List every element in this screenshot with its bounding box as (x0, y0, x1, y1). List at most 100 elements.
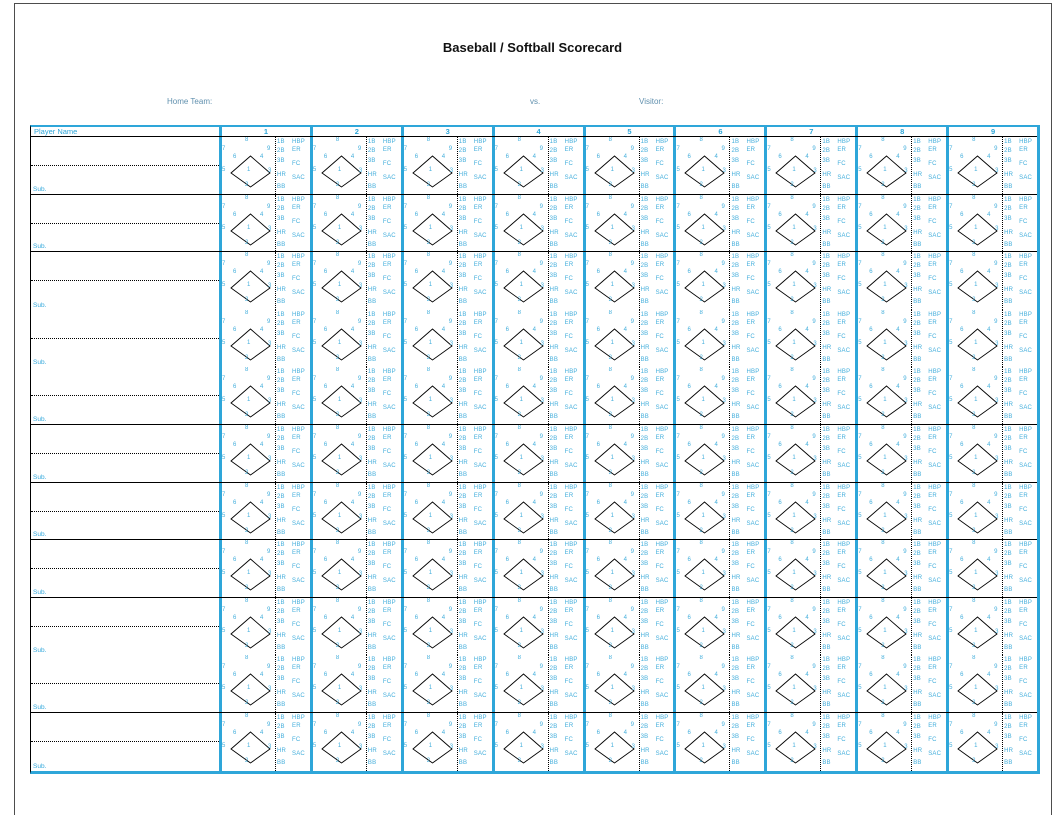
scoring-cell[interactable]: 8 7 9 6 4 5 1 3 2 1B 2B 3B HR BB HBP ER FC SAC (855, 424, 946, 482)
scoring-cell[interactable]: 8 7 9 6 4 5 1 3 2 1B 2B 3B HR BB HBP ER FC SAC (855, 252, 946, 310)
scoring-cell[interactable]: 8 7 9 6 4 5 1 3 2 1B 2B 3B HR BB HBP ER FC SAC (764, 482, 855, 540)
scoring-cell[interactable]: 8 7 9 6 4 5 1 3 2 1B 2B 3B HR BB HBP ER FC SAC (491, 194, 583, 252)
scoring-cell[interactable]: 8 7 9 6 4 5 1 3 2 1B 2B 3B HR BB HBP ER FC SAC (946, 252, 1037, 310)
scoring-cell[interactable]: 8 7 9 6 4 5 1 3 2 1B 2B 3B HR BB HBP ER FC SAC (855, 194, 946, 252)
scoring-cell[interactable]: 8 7 9 6 4 5 1 3 2 1B 2B 3B HR BB HBP ER FC SAC (309, 309, 401, 368)
scoring-cell[interactable]: 8 7 9 6 4 5 1 3 2 1B 2B 3B HR BB HBP ER FC SAC (400, 367, 492, 424)
scoring-cell[interactable]: 8 7 9 6 4 5 1 3 2 1B 2B 3B HR BB HBP ER FC SAC (491, 655, 583, 712)
scoring-cell[interactable]: 8 7 9 6 4 5 1 3 2 1B 2B 3B HR BB HBP ER FC SAC (764, 655, 855, 712)
scoring-cell[interactable]: 8 7 9 6 4 5 1 3 2 1B 2B 3B HR BB HBP ER FC SAC (946, 655, 1037, 712)
scoring-cell[interactable]: 8 7 9 6 4 5 1 3 2 1B 2B 3B HR BB HBP ER FC SAC (400, 655, 492, 712)
scoring-cell[interactable]: 8 7 9 6 4 5 1 3 2 1B 2B 3B HR BB HBP ER FC SAC (673, 655, 764, 712)
player-name-cell[interactable]: Sub. (31, 137, 219, 194)
scoring-cell[interactable]: 8 7 9 6 4 5 1 3 2 1B 2B 3B HR BB HBP ER FC SAC (946, 540, 1037, 597)
scoring-cell[interactable]: 8 7 9 6 4 5 1 3 2 1B 2B 3B HR BB HBP ER FC SAC (582, 482, 674, 540)
scoring-cell[interactable]: 8 7 9 6 4 5 1 3 2 1B 2B 3B HR BB HBP ER FC SAC (491, 252, 583, 310)
scoring-cell[interactable]: 8 7 9 6 4 5 1 3 2 1B 2B 3B HR BB HBP ER FC SAC (855, 712, 946, 771)
scoring-cell[interactable]: 8 7 9 6 4 5 1 3 2 1B 2B 3B HR BB HBP ER FC SAC (764, 712, 855, 771)
scoring-cell[interactable]: 8 7 9 6 4 5 1 3 2 1B 2B 3B HR BB HBP ER FC SAC (309, 482, 401, 540)
scoring-cell[interactable]: 8 7 9 6 4 5 1 3 2 1B 2B 3B HR BB HBP ER FC SAC (219, 597, 310, 656)
scoring-cell[interactable]: 8 7 9 6 4 5 1 3 2 1B 2B 3B HR BB HBP ER FC SAC (491, 712, 583, 771)
scoring-cell[interactable]: 8 7 9 6 4 5 1 3 2 1B 2B 3B HR BB HBP ER FC SAC (219, 309, 310, 368)
scoring-cell[interactable]: 8 7 9 6 4 5 1 3 2 1B 2B 3B HR BB HBP ER FC SAC (491, 137, 583, 194)
scoring-cell[interactable]: 8 7 9 6 4 5 1 3 2 1B 2B 3B HR BB HBP ER FC SAC (219, 367, 310, 424)
scoring-cell[interactable]: 8 7 9 6 4 5 1 3 2 1B 2B 3B HR BB HBP ER FC SAC (219, 655, 310, 712)
scoring-cell[interactable]: 8 7 9 6 4 5 1 3 2 1B 2B 3B HR BB HBP ER FC SAC (309, 194, 401, 252)
scoring-cell[interactable]: 8 7 9 6 4 5 1 3 2 1B 2B 3B HR BB HBP ER FC SAC (582, 367, 674, 424)
scoring-cell[interactable]: 8 7 9 6 4 5 1 3 2 1B 2B 3B HR BB HBP ER FC SAC (946, 424, 1037, 482)
scoring-cell[interactable]: 8 7 9 6 4 5 1 3 2 1B 2B 3B HR BB HBP ER FC SAC (309, 655, 401, 712)
scoring-cell[interactable]: 8 7 9 6 4 5 1 3 2 1B 2B 3B HR BB HBP ER FC SAC (400, 137, 492, 194)
scoring-cell[interactable]: 8 7 9 6 4 5 1 3 2 1B 2B 3B HR BB HBP ER FC SAC (764, 367, 855, 424)
scoring-cell[interactable]: 8 7 9 6 4 5 1 3 2 1B 2B 3B HR BB HBP ER FC SAC (673, 367, 764, 424)
scoring-cell[interactable]: 8 7 9 6 4 5 1 3 2 1B 2B 3B HR BB HBP ER FC SAC (855, 655, 946, 712)
scoring-cell[interactable]: 8 7 9 6 4 5 1 3 2 1B 2B 3B HR BB HBP ER FC SAC (400, 194, 492, 252)
scoring-cell[interactable]: 8 7 9 6 4 5 1 3 2 1B 2B 3B HR BB HBP ER FC SAC (764, 137, 855, 194)
player-name-cell[interactable]: Sub. (31, 598, 219, 656)
scoring-cell[interactable]: 8 7 9 6 4 5 1 3 2 1B 2B 3B HR BB HBP ER FC SAC (491, 367, 583, 424)
scoring-cell[interactable]: 8 7 9 6 4 5 1 3 2 1B 2B 3B HR BB HBP ER FC SAC (673, 597, 764, 656)
scoring-cell[interactable]: 8 7 9 6 4 5 1 3 2 1B 2B 3B HR BB HBP ER FC SAC (673, 309, 764, 368)
scoring-cell[interactable]: 8 7 9 6 4 5 1 3 2 1B 2B 3B HR BB HBP ER FC SAC (309, 137, 401, 194)
scoring-cell[interactable]: 8 7 9 6 4 5 1 3 2 1B 2B 3B HR BB HBP ER FC SAC (764, 194, 855, 252)
scoring-cell[interactable]: 8 7 9 6 4 5 1 3 2 1B 2B 3B HR BB HBP ER FC SAC (219, 137, 310, 194)
scoring-cell[interactable]: 8 7 9 6 4 5 1 3 2 1B 2B 3B HR BB HBP ER FC SAC (582, 194, 674, 252)
scoring-cell[interactable]: 8 7 9 6 4 5 1 3 2 1B 2B 3B HR BB HBP ER FC SAC (855, 309, 946, 368)
player-name-cell[interactable]: Sub. (31, 367, 219, 424)
scoring-cell[interactable]: 8 7 9 6 4 5 1 3 2 1B 2B 3B HR BB HBP ER FC SAC (946, 194, 1037, 252)
scoring-cell[interactable]: 8 7 9 6 4 5 1 3 2 1B 2B 3B HR BB HBP ER FC SAC (673, 712, 764, 771)
scoring-cell[interactable]: 8 7 9 6 4 5 1 3 2 1B 2B 3B HR BB HBP ER FC SAC (582, 540, 674, 597)
scoring-cell[interactable]: 8 7 9 6 4 5 1 3 2 1B 2B 3B HR BB HBP ER FC SAC (219, 252, 310, 310)
scoring-cell[interactable]: 8 7 9 6 4 5 1 3 2 1B 2B 3B HR BB HBP ER FC SAC (219, 424, 310, 482)
scoring-cell[interactable]: 8 7 9 6 4 5 1 3 2 1B 2B 3B HR BB HBP ER FC SAC (946, 137, 1037, 194)
scoring-cell[interactable]: 8 7 9 6 4 5 1 3 2 1B 2B 3B HR BB HBP ER FC SAC (491, 597, 583, 656)
scoring-cell[interactable]: 8 7 9 6 4 5 1 3 2 1B 2B 3B HR BB HBP ER FC SAC (673, 482, 764, 540)
scoring-cell[interactable]: 8 7 9 6 4 5 1 3 2 1B 2B 3B HR BB HBP ER FC SAC (309, 367, 401, 424)
scoring-cell[interactable]: 8 7 9 6 4 5 1 3 2 1B 2B 3B HR BB HBP ER FC SAC (400, 309, 492, 368)
scoring-cell[interactable]: 8 7 9 6 4 5 1 3 2 1B 2B 3B HR BB HBP ER FC SAC (219, 712, 310, 771)
player-name-cell[interactable]: Sub. (31, 425, 219, 482)
scoring-cell[interactable]: 8 7 9 6 4 5 1 3 2 1B 2B 3B HR BB HBP ER FC SAC (855, 367, 946, 424)
scoring-cell[interactable]: 8 7 9 6 4 5 1 3 2 1B 2B 3B HR BB HBP ER FC SAC (491, 424, 583, 482)
scoring-cell[interactable]: 8 7 9 6 4 5 1 3 2 1B 2B 3B HR BB HBP ER FC SAC (582, 137, 674, 194)
player-name-cell[interactable]: Sub. (31, 252, 219, 310)
player-name-cell[interactable]: Sub. (31, 713, 219, 771)
scoring-cell[interactable]: 8 7 9 6 4 5 1 3 2 1B 2B 3B HR BB HBP ER FC SAC (855, 137, 946, 194)
scoring-cell[interactable]: 8 7 9 6 4 5 1 3 2 1B 2B 3B HR BB HBP ER FC SAC (855, 482, 946, 540)
scoring-cell[interactable]: 8 7 9 6 4 5 1 3 2 1B 2B 3B HR BB HBP ER FC SAC (582, 712, 674, 771)
scoring-cell[interactable]: 8 7 9 6 4 5 1 3 2 1B 2B 3B HR BB HBP ER FC SAC (582, 655, 674, 712)
scoring-cell[interactable]: 8 7 9 6 4 5 1 3 2 1B 2B 3B HR BB HBP ER FC SAC (491, 309, 583, 368)
scoring-cell[interactable]: 8 7 9 6 4 5 1 3 2 1B 2B 3B HR BB HBP ER FC SAC (309, 252, 401, 310)
scoring-cell[interactable]: 8 7 9 6 4 5 1 3 2 1B 2B 3B HR BB HBP ER FC SAC (673, 424, 764, 482)
scoring-cell[interactable]: 8 7 9 6 4 5 1 3 2 1B 2B 3B HR BB HBP ER FC SAC (764, 424, 855, 482)
player-name-cell[interactable]: Sub. (31, 483, 219, 540)
scoring-cell[interactable]: 8 7 9 6 4 5 1 3 2 1B 2B 3B HR BB HBP ER FC SAC (582, 252, 674, 310)
scoring-cell[interactable]: 8 7 9 6 4 5 1 3 2 1B 2B 3B HR BB HBP ER FC SAC (309, 540, 401, 597)
scoring-cell[interactable]: 8 7 9 6 4 5 1 3 2 1B 2B 3B HR BB HBP ER FC SAC (400, 424, 492, 482)
scoring-cell[interactable]: 8 7 9 6 4 5 1 3 2 1B 2B 3B HR BB HBP ER FC SAC (309, 597, 401, 656)
scoring-cell[interactable]: 8 7 9 6 4 5 1 3 2 1B 2B 3B HR BB HBP ER FC SAC (673, 252, 764, 310)
scoring-cell[interactable]: 8 7 9 6 4 5 1 3 2 1B 2B 3B HR BB HBP ER FC SAC (309, 424, 401, 482)
scoring-cell[interactable]: 8 7 9 6 4 5 1 3 2 1B 2B 3B HR BB HBP ER FC SAC (400, 252, 492, 310)
scoring-cell[interactable]: 8 7 9 6 4 5 1 3 2 1B 2B 3B HR BB HBP ER FC SAC (764, 540, 855, 597)
scoring-cell[interactable]: 8 7 9 6 4 5 1 3 2 1B 2B 3B HR BB HBP ER FC SAC (582, 424, 674, 482)
scoring-cell[interactable]: 8 7 9 6 4 5 1 3 2 1B 2B 3B HR BB HBP ER FC SAC (582, 309, 674, 368)
scoring-cell[interactable]: 8 7 9 6 4 5 1 3 2 1B 2B 3B HR BB HBP ER FC SAC (946, 309, 1037, 368)
player-name-cell[interactable]: Sub. (31, 195, 219, 252)
scoring-cell[interactable]: 8 7 9 6 4 5 1 3 2 1B 2B 3B HR BB HBP ER FC SAC (400, 540, 492, 597)
scoring-cell[interactable]: 8 7 9 6 4 5 1 3 2 1B 2B 3B HR BB HBP ER FC SAC (764, 309, 855, 368)
scoring-cell[interactable]: 8 7 9 6 4 5 1 3 2 1B 2B 3B HR BB HBP ER FC SAC (400, 597, 492, 656)
scoring-cell[interactable]: 8 7 9 6 4 5 1 3 2 1B 2B 3B HR BB HBP ER FC SAC (219, 194, 310, 252)
scoring-cell[interactable]: 8 7 9 6 4 5 1 3 2 1B 2B 3B HR BB HBP ER FC SAC (855, 540, 946, 597)
scoring-cell[interactable]: 8 7 9 6 4 5 1 3 2 1B 2B 3B HR BB HBP ER FC SAC (946, 482, 1037, 540)
scoring-cell[interactable]: 8 7 9 6 4 5 1 3 2 1B 2B 3B HR BB HBP ER FC SAC (946, 597, 1037, 656)
scoring-cell[interactable]: 8 7 9 6 4 5 1 3 2 1B 2B 3B HR BB HBP ER FC SAC (673, 540, 764, 597)
scoring-cell[interactable]: 8 7 9 6 4 5 1 3 2 1B 2B 3B HR BB HBP ER FC SAC (855, 597, 946, 656)
scoring-cell[interactable]: 8 7 9 6 4 5 1 3 2 1B 2B 3B HR BB HBP ER FC SAC (219, 482, 310, 540)
scoring-cell[interactable]: 8 7 9 6 4 5 1 3 2 1B 2B 3B HR BB HBP ER FC SAC (219, 540, 310, 597)
scoring-cell[interactable]: 8 7 9 6 4 5 1 3 2 1B 2B 3B HR BB HBP ER FC SAC (400, 482, 492, 540)
scoring-cell[interactable]: 8 7 9 6 4 5 1 3 2 1B 2B 3B HR BB HBP ER FC SAC (673, 194, 764, 252)
scoring-cell[interactable]: 8 7 9 6 4 5 1 3 2 1B 2B 3B HR BB HBP ER FC SAC (764, 597, 855, 656)
scoring-cell[interactable]: 8 7 9 6 4 5 1 3 2 1B 2B 3B HR BB HBP ER FC SAC (400, 712, 492, 771)
scoring-cell[interactable]: 8 7 9 6 4 5 1 3 2 1B 2B 3B HR BB HBP ER FC SAC (309, 712, 401, 771)
